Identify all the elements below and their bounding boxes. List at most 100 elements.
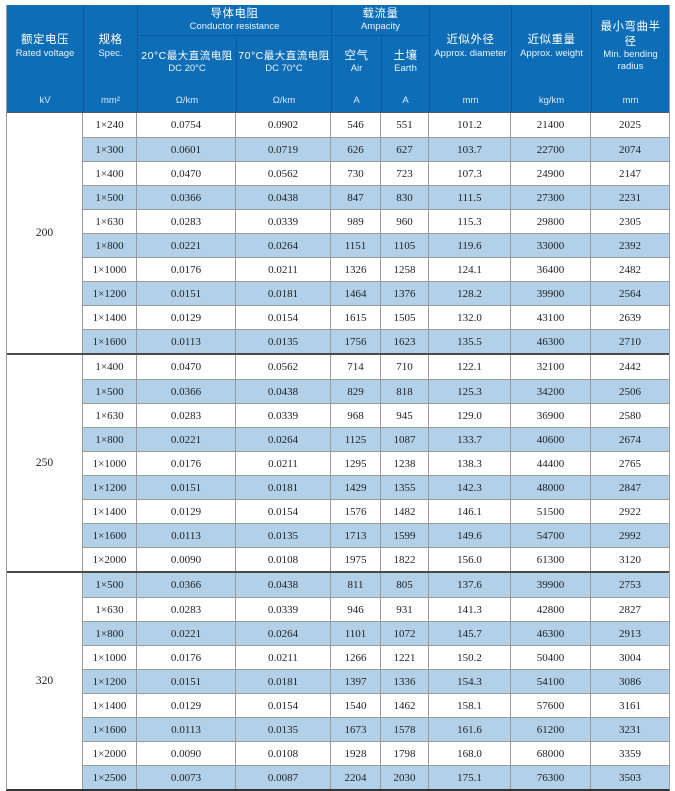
earth-cell: 1599 bbox=[381, 524, 429, 547]
diameter-cell: 101.2 bbox=[429, 113, 511, 137]
header-earth-zh: 土壤 bbox=[393, 49, 418, 62]
air-cell: 1540 bbox=[331, 694, 381, 717]
dc20-cell: 0.0754 bbox=[137, 113, 236, 137]
air-cell: 946 bbox=[331, 598, 381, 621]
unit-mm-diameter: mm bbox=[429, 88, 511, 112]
weight-cell: 22700 bbox=[511, 138, 591, 161]
bending-cell: 2922 bbox=[619, 505, 641, 518]
spec-cell: 1×240 bbox=[83, 113, 137, 137]
header-spec-zh: 规格 bbox=[98, 34, 123, 47]
air-cell: 546 bbox=[331, 113, 381, 137]
air-cell: 1464 bbox=[331, 282, 381, 305]
header-diameter: 近似外径 Approx. diameter bbox=[429, 5, 511, 88]
voltage-cell: 250 bbox=[7, 355, 83, 571]
earth-cell: 627 bbox=[381, 138, 429, 161]
air-cell: 1326 bbox=[331, 258, 381, 281]
voltage-group: 320 1×500 0.0366 0.0438 811 805 137.6 39900 2753… bbox=[7, 571, 669, 789]
earth-cell: 1355 bbox=[381, 476, 429, 499]
header-dc20-resistance: 20°C最大直流电阻 DC 20°C bbox=[137, 35, 236, 88]
earth-cell: 1258 bbox=[381, 258, 429, 281]
dc20-cell: 0.0221 bbox=[137, 428, 236, 451]
earth-cell: 1376 bbox=[381, 282, 429, 305]
weight-cell: 39900 bbox=[511, 573, 591, 597]
table-row: 1×1000 0.0176 0.0211 1326 1258 124.1 36400 2482 bbox=[83, 257, 669, 281]
spec-cell: 1×1000 bbox=[83, 258, 137, 281]
air-cell: 1576 bbox=[331, 500, 381, 523]
header-air-en: Air bbox=[350, 63, 363, 75]
dc20-cell: 0.0129 bbox=[137, 694, 236, 717]
air-cell: 1151 bbox=[331, 234, 381, 257]
unit-ohm-km-70: Ω/km bbox=[236, 88, 331, 112]
dc20-cell: 0.0073 bbox=[137, 766, 236, 789]
dc20-cell: 0.0470 bbox=[137, 162, 236, 185]
weight-cell: 61300 bbox=[511, 548, 591, 571]
table-row: 1×300 0.0601 0.0719 626 627 103.7 22700 2074 bbox=[83, 137, 669, 161]
dc70-cell: 0.0438 bbox=[236, 573, 331, 597]
table-row: 1×1400 0.0129 0.0154 1615 1505 132.0 43100 2639 bbox=[83, 305, 669, 329]
bending-cell: 2392 bbox=[619, 239, 641, 252]
air-cell: 1125 bbox=[331, 428, 381, 451]
header-spec: 规格 Spec. bbox=[83, 5, 137, 88]
dc70-cell: 0.0154 bbox=[236, 500, 331, 523]
spec-cell: 1×630 bbox=[83, 210, 137, 233]
dc70-cell: 0.0135 bbox=[236, 330, 331, 353]
diameter-cell: 175.1 bbox=[429, 766, 511, 789]
table-row: 1×1200 0.0151 0.0181 1464 1376 128.2 39900 2564 bbox=[83, 281, 669, 305]
air-cell: 1713 bbox=[331, 524, 381, 547]
table-row: 1×1400 0.0129 0.0154 1540 1462 158.1 57600 3161 bbox=[83, 693, 669, 717]
diameter-cell: 168.0 bbox=[429, 742, 511, 765]
earth-cell: 1072 bbox=[381, 622, 429, 645]
dc70-cell: 0.0154 bbox=[236, 694, 331, 717]
dc70-cell: 0.0438 bbox=[236, 380, 331, 403]
air-cell: 1756 bbox=[331, 330, 381, 353]
table-row: 1×500 0.0366 0.0438 847 830 111.5 27300 2231 bbox=[83, 185, 669, 209]
earth-cell: 1505 bbox=[381, 306, 429, 329]
diameter-cell: 158.1 bbox=[429, 694, 511, 717]
spec-cell: 1×2000 bbox=[83, 742, 137, 765]
header-weight-en: Approx. weight bbox=[520, 47, 583, 59]
voltage-group: 250 1×400 0.0470 0.0562 714 710 122.1 32100 2442… bbox=[7, 353, 669, 571]
table-row: 1×630 0.0283 0.0339 989 960 115.3 29800 2305 bbox=[83, 209, 669, 233]
spec-cell: 1×630 bbox=[83, 404, 137, 427]
weight-cell: 46300 bbox=[511, 622, 591, 645]
dc70-cell: 0.0264 bbox=[236, 234, 331, 257]
dc20-cell: 0.0283 bbox=[137, 210, 236, 233]
dc70-cell: 0.0264 bbox=[236, 428, 331, 451]
earth-cell: 723 bbox=[381, 162, 429, 185]
dc20-cell: 0.0366 bbox=[137, 573, 236, 597]
air-cell: 1295 bbox=[331, 452, 381, 475]
weight-cell: 33000 bbox=[511, 234, 591, 257]
dc20-cell: 0.0113 bbox=[137, 718, 236, 741]
dc70-cell: 0.0135 bbox=[236, 524, 331, 547]
table-row: 1×1000 0.0176 0.0211 1266 1221 150.2 50400 3004 bbox=[83, 645, 669, 669]
table-body: 200 1×240 0.0754 0.0902 546 551 101.2 21400 2025… bbox=[7, 113, 669, 789]
spec-cell: 1×800 bbox=[83, 234, 137, 257]
spec-cell: 1×2000 bbox=[83, 548, 137, 571]
bending-cell: 2674 bbox=[619, 433, 641, 446]
bending-cell: 2827 bbox=[619, 603, 641, 616]
dc20-cell: 0.0470 bbox=[137, 355, 236, 379]
diameter-cell: 146.1 bbox=[429, 500, 511, 523]
weight-cell: 50400 bbox=[511, 646, 591, 669]
header-rated-voltage: 额定电压 Rated voltage bbox=[7, 5, 83, 88]
header-rated-voltage-zh: 额定电压 bbox=[21, 34, 69, 47]
header-earth: 土壤 Earth bbox=[381, 35, 429, 88]
bending-cell: 3503 bbox=[619, 771, 641, 784]
dc20-cell: 0.0176 bbox=[137, 258, 236, 281]
unit-a-air: A bbox=[331, 88, 381, 112]
bending-cell: 2710 bbox=[619, 335, 641, 348]
weight-cell: 24900 bbox=[511, 162, 591, 185]
weight-cell: 51500 bbox=[511, 500, 591, 523]
dc70-cell: 0.0135 bbox=[236, 718, 331, 741]
diameter-cell: 115.3 bbox=[429, 210, 511, 233]
bending-cell: 2506 bbox=[619, 385, 641, 398]
dc70-cell: 0.0339 bbox=[236, 598, 331, 621]
bending-cell: 2305 bbox=[619, 215, 641, 228]
diameter-cell: 122.1 bbox=[429, 355, 511, 379]
dc20-cell: 0.0601 bbox=[137, 138, 236, 161]
air-cell: 989 bbox=[331, 210, 381, 233]
bending-cell: 2765 bbox=[619, 457, 641, 470]
earth-cell: 1221 bbox=[381, 646, 429, 669]
bending-cell: 3359 bbox=[619, 747, 641, 760]
bending-cell: 3120 bbox=[619, 553, 641, 566]
